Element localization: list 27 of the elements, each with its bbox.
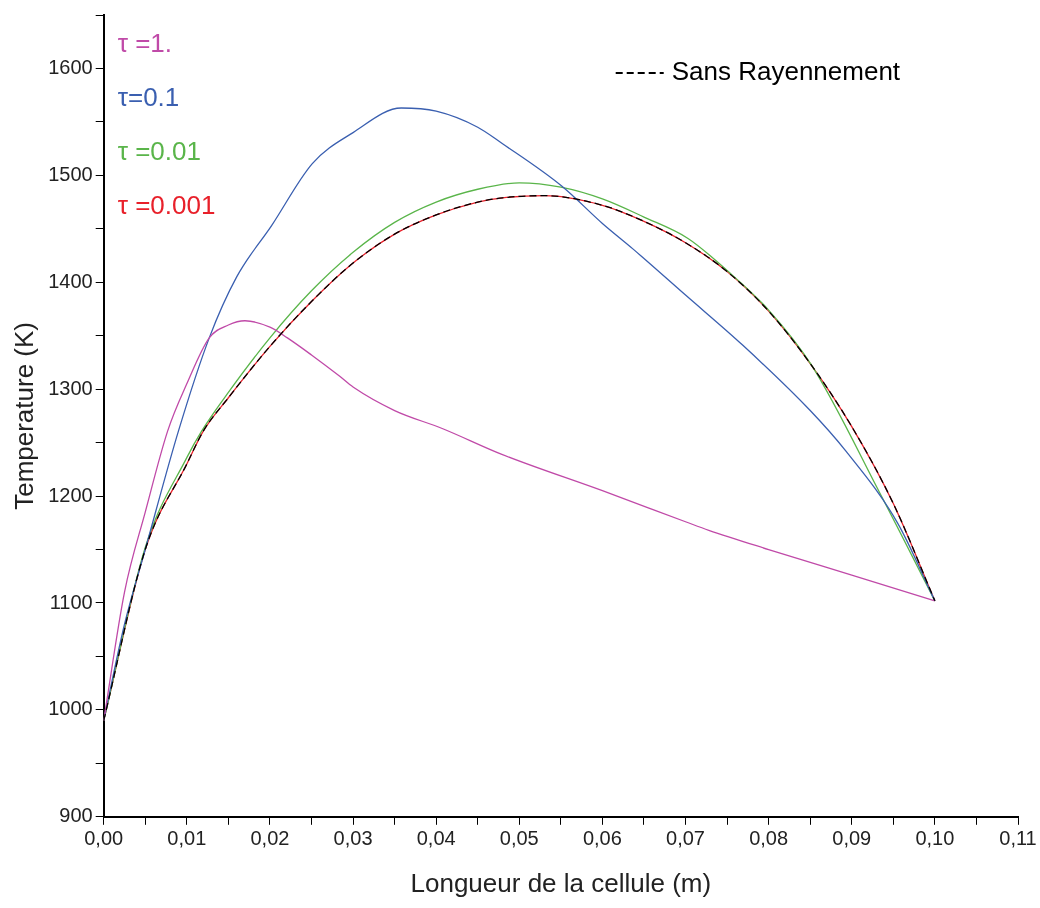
text: τ =1. xyxy=(117,28,173,59)
text: τ=0.1 xyxy=(117,82,180,113)
y-tick-label: 900 xyxy=(59,804,93,827)
x-tick-label: 0,06 xyxy=(582,827,622,850)
y-tick-label: 1400 xyxy=(48,269,93,292)
legend-label: Sans Rayennement xyxy=(671,56,901,87)
x-tick-label: 0,03 xyxy=(333,827,373,850)
y-tick-label: 1200 xyxy=(48,483,93,506)
y-tick-label: 1500 xyxy=(48,162,93,185)
x-tick-label: 0,04 xyxy=(416,827,456,850)
y-axis-title: Temperature (K) xyxy=(8,321,39,510)
y-tick-label: 1100 xyxy=(49,590,93,613)
text: τ =0.001 xyxy=(117,190,216,221)
x-tick-label: 0,05 xyxy=(499,827,539,850)
x-tick-label: 0,08 xyxy=(749,827,789,850)
text: τ =0.01 xyxy=(117,136,201,167)
y-tick-label: 1000 xyxy=(48,697,93,720)
x-tick-label: 0,11 xyxy=(999,827,1037,850)
x-tick-label: 0,09 xyxy=(832,827,872,850)
x-axis-title: Longueur de la cellule (m) xyxy=(410,867,712,898)
x-tick-label: 0,00 xyxy=(84,827,124,850)
x-tick-label: 0,10 xyxy=(915,827,955,850)
y-tick-label: 1600 xyxy=(48,55,93,78)
x-tick-label: 0,02 xyxy=(250,827,290,850)
x-tick-label: 0,01 xyxy=(167,827,207,850)
y-tick-label: 1300 xyxy=(48,376,93,399)
x-tick-label: 0,07 xyxy=(666,827,705,850)
